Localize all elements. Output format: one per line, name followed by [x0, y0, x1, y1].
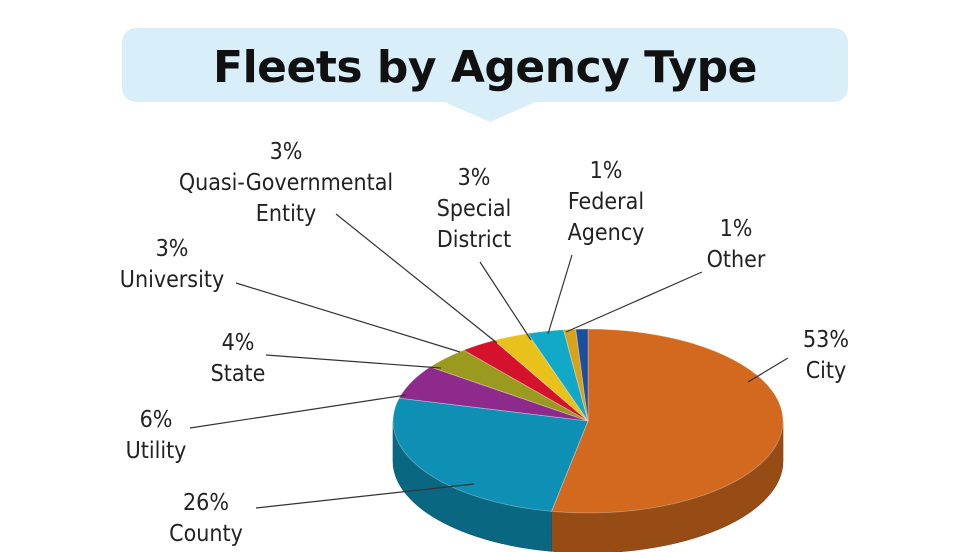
label-other-name: Other — [706, 247, 766, 273]
label-quasi-name2: Entity — [255, 201, 317, 227]
pie-slice-special-district — [527, 329, 589, 422]
leader-line-quasi — [335, 213, 498, 344]
label-special-pct: 3% — [457, 165, 491, 191]
label-other-pct: 1% — [719, 216, 753, 242]
label-utility: 6% Utility — [126, 405, 187, 467]
label-university: 3% University — [120, 234, 224, 296]
title-banner — [122, 28, 848, 102]
label-county-pct: 26% — [182, 490, 229, 516]
label-university-name: University — [119, 267, 225, 293]
pie-slice-other — [575, 328, 589, 422]
title-banner-pointer — [440, 100, 540, 122]
label-special-name2: District — [436, 227, 512, 253]
leader-line-federal — [547, 254, 573, 335]
leader-line-university — [235, 282, 461, 353]
label-other: 1% Other — [707, 214, 766, 276]
label-city: 53% City — [803, 325, 849, 387]
label-utility-name: Utility — [125, 438, 187, 464]
label-university-pct: 3% — [155, 236, 189, 262]
pie-slice-county — [392, 397, 589, 512]
label-county: 26% County — [169, 488, 243, 550]
leader-line-utility — [189, 394, 407, 429]
leader-lines — [189, 213, 789, 509]
leader-line-city — [747, 357, 789, 383]
chart-title: Fleets by Agency Type — [213, 42, 757, 93]
leader-line-state — [265, 354, 442, 369]
label-city-pct: 53% — [803, 327, 849, 353]
label-quasi-pct: 3% — [269, 139, 303, 165]
label-quasi: 3% Quasi-Governmental Entity — [179, 137, 393, 230]
label-utility-pct: 6% — [139, 407, 173, 433]
pie-slice-federal-agency — [563, 328, 589, 422]
leader-line-other — [565, 271, 703, 333]
label-federal-name2: Agency — [567, 220, 645, 246]
pie-slice-city — [550, 328, 784, 514]
label-state: 4% State — [211, 328, 266, 390]
label-federal-name1: Federal — [567, 189, 645, 215]
label-quasi-name1: Quasi-Governmental — [178, 170, 394, 196]
leader-line-special — [479, 261, 532, 341]
label-county-name: County — [169, 521, 243, 547]
label-federal: 1% Federal Agency — [568, 156, 645, 249]
label-federal-pct: 1% — [589, 158, 623, 184]
label-state-name: State — [210, 361, 266, 387]
label-city-name: City — [805, 358, 847, 384]
pie-top — [392, 328, 784, 514]
label-special-name1: Special — [436, 196, 512, 222]
leader-line-county — [255, 483, 475, 509]
label-special: 3% Special District — [437, 163, 512, 256]
label-state-pct: 4% — [221, 330, 255, 356]
